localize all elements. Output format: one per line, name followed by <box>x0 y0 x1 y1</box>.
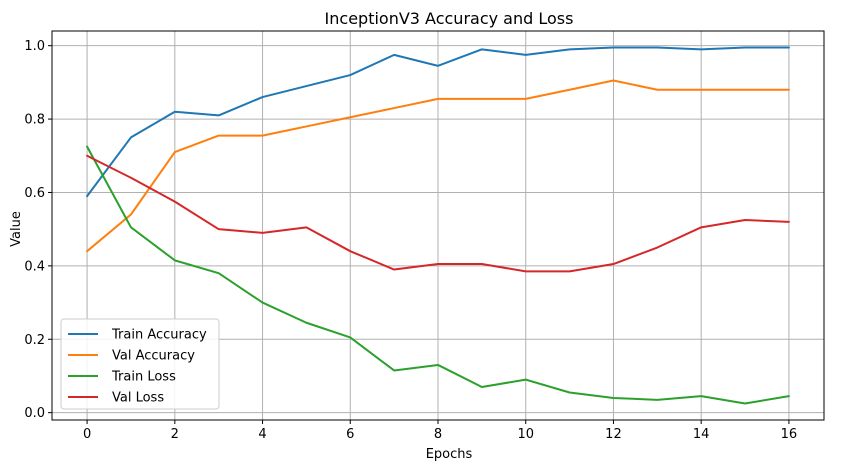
x-tick-label: 14 <box>693 427 710 442</box>
y-tick-label: 0.8 <box>24 113 45 128</box>
x-axis-label: Epochs <box>426 447 473 462</box>
x-tick-label: 8 <box>434 427 442 442</box>
y-tick-label: 0.4 <box>24 259 45 274</box>
x-tick-label: 4 <box>258 427 266 442</box>
x-tick-label: 2 <box>171 427 179 442</box>
y-tick-label: 0.0 <box>24 406 45 421</box>
x-tick-label: 10 <box>517 427 534 442</box>
legend-item: Train Loss <box>68 370 176 385</box>
legend-label: Val Accuracy <box>112 349 195 364</box>
y-axis-label: Value <box>9 211 24 247</box>
x-axis-ticks: 0 2 4 6 8 10 12 14 16 <box>83 420 797 442</box>
legend-item: Val Loss <box>68 391 164 406</box>
y-tick-label: 0.2 <box>24 333 45 348</box>
series-line-val-loss <box>86 154 790 273</box>
y-tick-label: 0.6 <box>24 186 45 201</box>
chart-title: InceptionV3 Accuracy and Loss <box>325 9 574 28</box>
x-tick-label: 0 <box>83 427 91 442</box>
legend: Train Accuracy Val Accuracy Train Loss Val … <box>60 318 220 410</box>
legend-box <box>60 318 220 410</box>
x-tick-label: 16 <box>781 427 798 442</box>
series-line-val-accuracy <box>86 79 790 253</box>
x-tick-label: 6 <box>346 427 354 442</box>
x-tick-label: 12 <box>605 427 622 442</box>
series-lines <box>86 46 790 405</box>
legend-item: Val Accuracy <box>68 349 195 364</box>
legend-item: Train Accuracy <box>68 328 207 343</box>
legend-label: Train Loss <box>111 370 176 385</box>
series-line-train-loss <box>86 145 790 405</box>
y-axis-ticks: 0.0 0.2 0.4 0.6 0.8 1.0 <box>24 39 52 421</box>
legend-label: Val Loss <box>112 391 164 406</box>
legend-label: Train Accuracy <box>111 328 207 343</box>
y-tick-label: 1.0 <box>24 39 45 54</box>
series-line-train-accuracy <box>86 46 790 198</box>
